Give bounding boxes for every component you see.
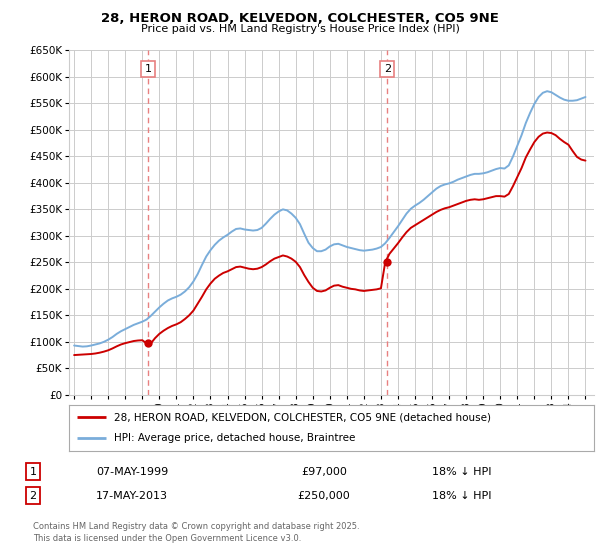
Text: 17-MAY-2013: 17-MAY-2013 bbox=[96, 491, 168, 501]
Text: 18% ↓ HPI: 18% ↓ HPI bbox=[432, 466, 492, 477]
Text: £97,000: £97,000 bbox=[301, 466, 347, 477]
Text: 07-MAY-1999: 07-MAY-1999 bbox=[96, 466, 168, 477]
Text: 1: 1 bbox=[145, 64, 152, 74]
Text: 2: 2 bbox=[383, 64, 391, 74]
Text: Price paid vs. HM Land Registry's House Price Index (HPI): Price paid vs. HM Land Registry's House … bbox=[140, 24, 460, 34]
Text: £250,000: £250,000 bbox=[298, 491, 350, 501]
Text: 18% ↓ HPI: 18% ↓ HPI bbox=[432, 491, 492, 501]
Text: 2: 2 bbox=[29, 491, 37, 501]
Text: 1: 1 bbox=[29, 466, 37, 477]
Text: HPI: Average price, detached house, Braintree: HPI: Average price, detached house, Brai… bbox=[113, 433, 355, 444]
Text: Contains HM Land Registry data © Crown copyright and database right 2025.
This d: Contains HM Land Registry data © Crown c… bbox=[33, 522, 359, 543]
Text: 28, HERON ROAD, KELVEDON, COLCHESTER, CO5 9NE: 28, HERON ROAD, KELVEDON, COLCHESTER, CO… bbox=[101, 12, 499, 25]
Text: 28, HERON ROAD, KELVEDON, COLCHESTER, CO5 9NE (detached house): 28, HERON ROAD, KELVEDON, COLCHESTER, CO… bbox=[113, 412, 491, 422]
